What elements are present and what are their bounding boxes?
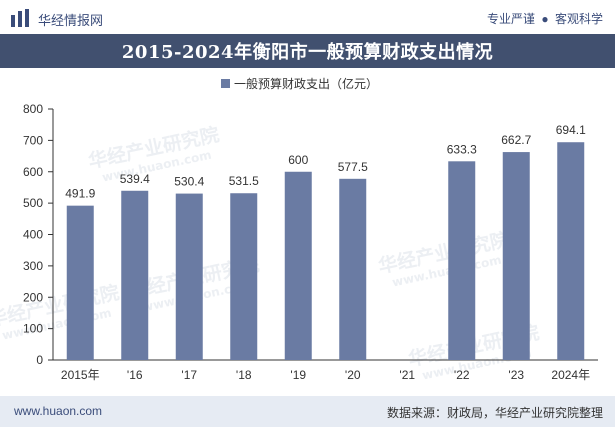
bar bbox=[448, 161, 476, 360]
bar-labels: 491.9 539.4 530.4 531.5 600 577.5 633.3 662.7 69… bbox=[65, 123, 586, 200]
y-tick-label: 400 bbox=[23, 228, 43, 242]
bar-value-label: 633.3 bbox=[447, 142, 477, 156]
bar bbox=[284, 171, 312, 360]
bar-chart: 华经产业研究院www.huaon.com华经产业研究院www.huaon.com… bbox=[0, 76, 598, 383]
x-tick-label: '21 bbox=[399, 368, 415, 382]
bar-value-label: 600 bbox=[288, 153, 308, 167]
slogan: 专业严谨 ● 客观科学 bbox=[487, 10, 603, 27]
bar bbox=[339, 178, 367, 360]
title-bar: 2015-2024年衡阳市一般预算财政支出情况 bbox=[0, 34, 615, 68]
bar-value-label: 531.5 bbox=[229, 174, 259, 188]
y-tick-label: 600 bbox=[23, 165, 43, 179]
x-tick-label: '17 bbox=[181, 368, 197, 382]
bars bbox=[66, 142, 585, 360]
bar-value-label: 539.4 bbox=[120, 172, 150, 186]
bar bbox=[502, 152, 530, 360]
logo-icon bbox=[11, 9, 29, 27]
bar bbox=[557, 142, 585, 360]
y-tick-label: 300 bbox=[23, 259, 43, 273]
x-tick-label: '22 bbox=[454, 368, 470, 382]
bar-value-label: 662.7 bbox=[501, 133, 531, 147]
bar bbox=[175, 193, 203, 360]
x-tick-label: 2024年 bbox=[551, 368, 590, 382]
x-tick-label: '20 bbox=[345, 368, 361, 382]
footer: www.huaon.com 数据来源：财政局，华经产业研究院整理 bbox=[0, 396, 615, 427]
legend: 一般预算财政支出（亿元） bbox=[221, 76, 378, 91]
footer-url: www.huaon.com bbox=[14, 404, 103, 418]
bar bbox=[121, 190, 149, 360]
y-tick-label: 200 bbox=[23, 290, 43, 304]
legend-label: 一般预算财政支出（亿元） bbox=[234, 76, 378, 91]
slogan-left: 专业严谨 bbox=[487, 12, 536, 26]
bar bbox=[66, 205, 94, 360]
bar bbox=[230, 193, 258, 360]
bullet-dot-icon: ● bbox=[541, 12, 549, 26]
bar-value-label: 491.9 bbox=[65, 187, 95, 201]
y-tick-label: 800 bbox=[23, 102, 43, 116]
bar-value-label: 530.4 bbox=[174, 175, 204, 189]
slogan-right: 客观科学 bbox=[554, 12, 603, 26]
header-bar: 华经情报网 专业严谨 ● 客观科学 bbox=[0, 0, 615, 34]
chart-title: 2015-2024年衡阳市一般预算财政支出情况 bbox=[121, 42, 494, 63]
y-axis: 0 100 200 300 400 500 600 700 800 bbox=[23, 102, 54, 367]
site-name: 华经情报网 bbox=[38, 13, 104, 28]
bar-value-label: 694.1 bbox=[556, 123, 586, 137]
y-tick-label: 100 bbox=[23, 322, 43, 336]
bar-value-label: 577.5 bbox=[338, 160, 368, 174]
y-tick-label: 500 bbox=[23, 196, 43, 210]
x-axis: 2015年 '16 '17 '18 '19 '20 '21 '22 '23 2024年 bbox=[53, 359, 598, 382]
x-tick-label: '16 bbox=[127, 368, 143, 382]
x-tick-label: '23 bbox=[508, 368, 524, 382]
y-tick-label: 700 bbox=[23, 133, 43, 147]
x-tick-label: '18 bbox=[236, 368, 252, 382]
x-tick-label: '19 bbox=[290, 368, 306, 382]
y-tick-label: 0 bbox=[36, 353, 43, 367]
legend-swatch bbox=[221, 79, 230, 88]
x-tick-label: 2015年 bbox=[61, 368, 100, 382]
footer-source: 数据来源：财政局，华经产业研究院整理 bbox=[386, 406, 603, 420]
